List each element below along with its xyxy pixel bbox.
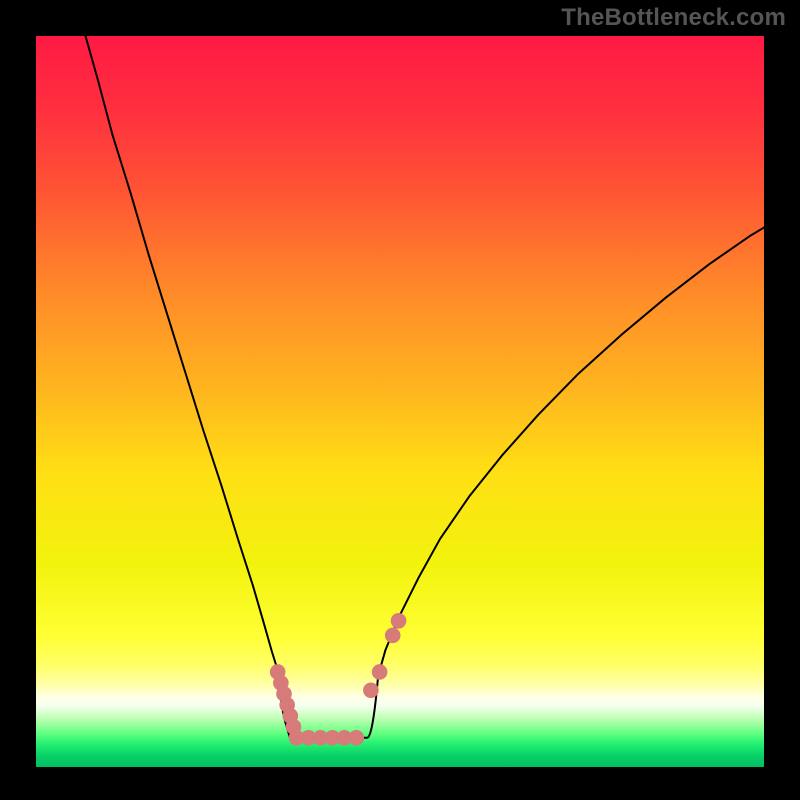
marker-dot [372,665,387,680]
bottleneck-curve [86,36,764,738]
chart-svg-layer [36,36,764,767]
marker-dot [364,683,379,698]
plot-area [36,36,764,767]
marker-dot [385,628,400,643]
chart-root: TheBottleneck.com [0,0,800,800]
marker-dot [349,730,364,745]
marker-dot [391,614,406,629]
watermark-text: TheBottleneck.com [561,4,786,32]
